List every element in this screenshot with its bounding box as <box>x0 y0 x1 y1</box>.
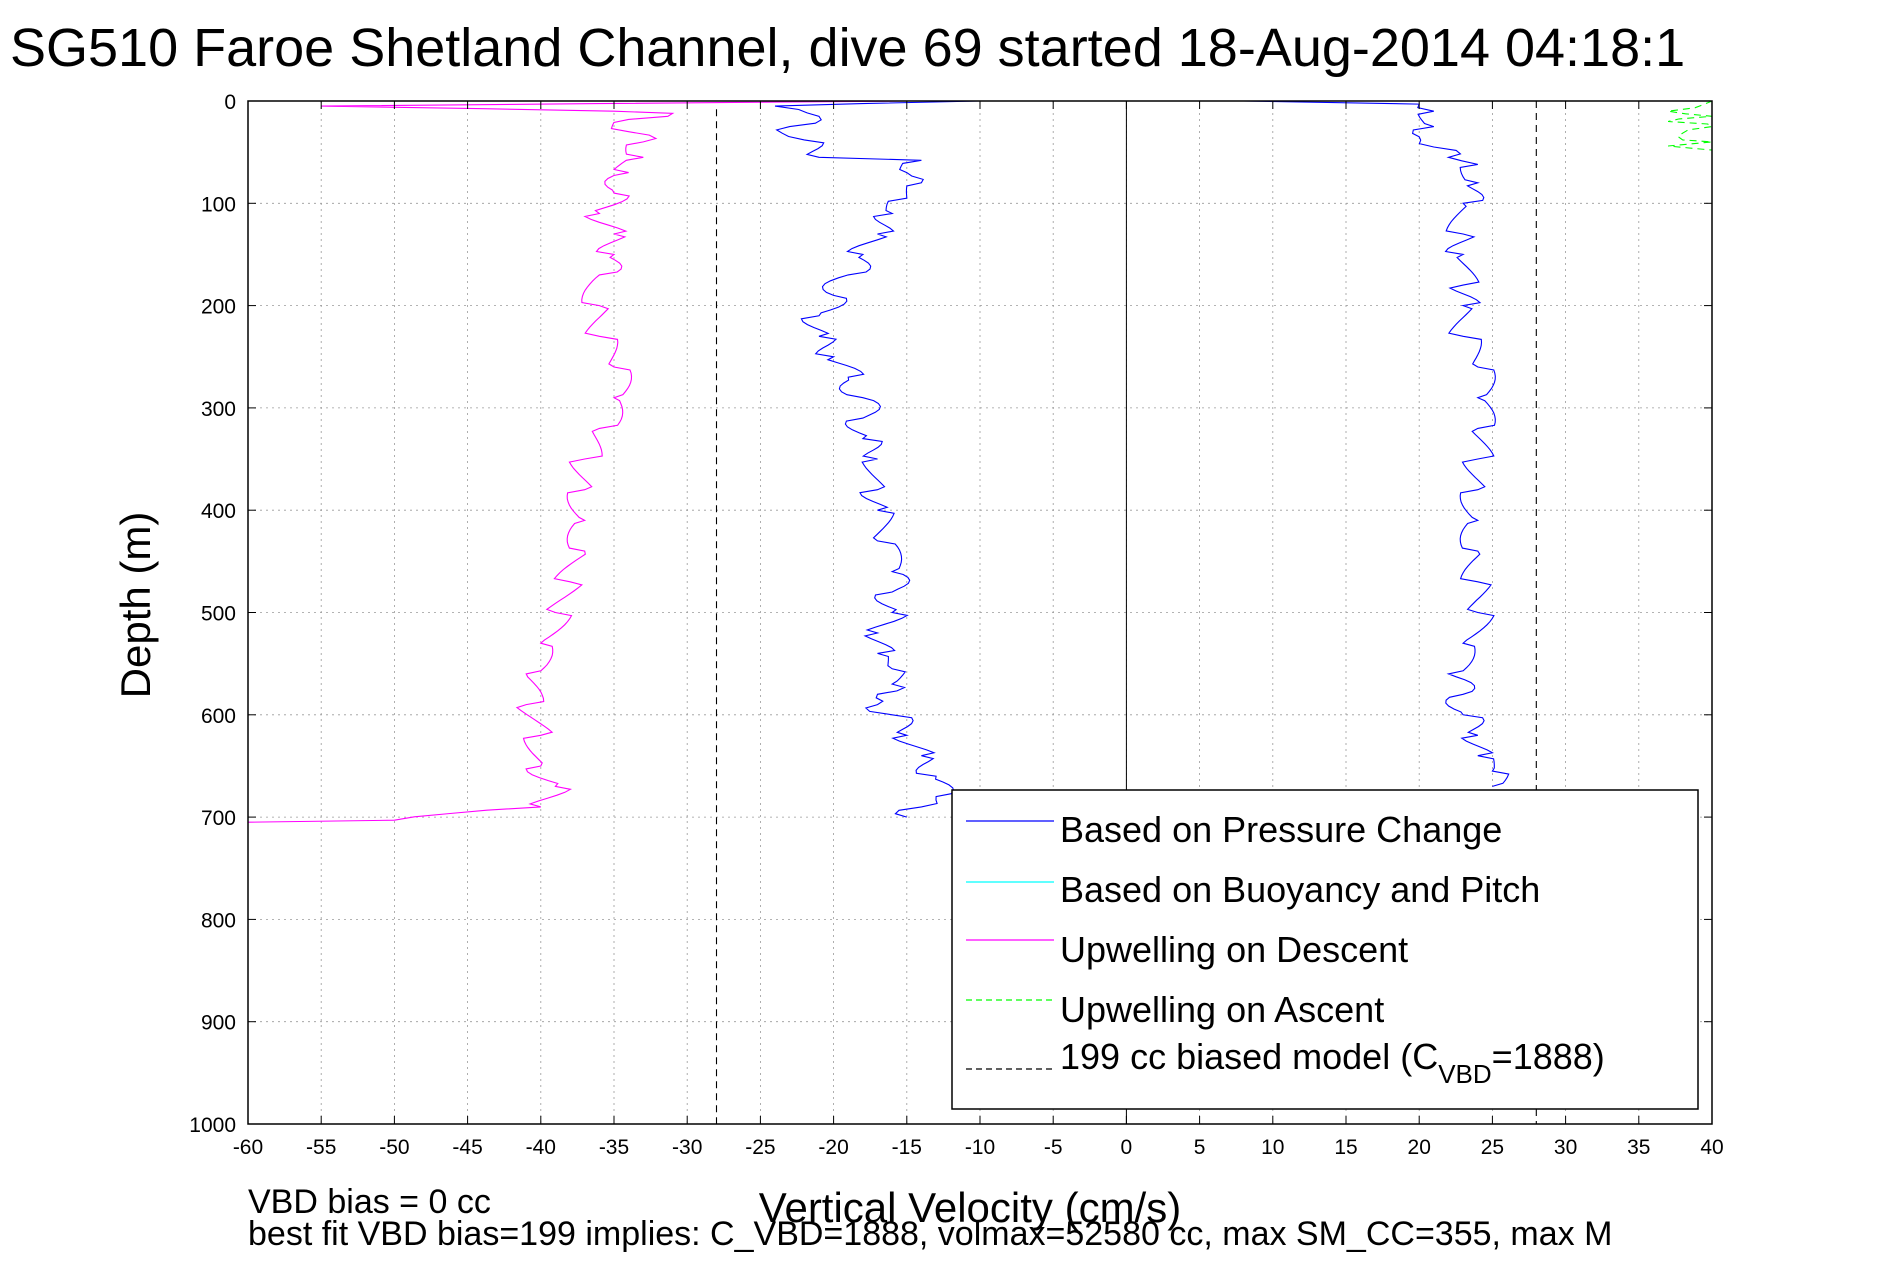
x-tick-label: -40 <box>526 1136 556 1159</box>
x-tick-label: -5 <box>1044 1136 1063 1159</box>
x-tick-label: 0 <box>1121 1136 1133 1159</box>
y-tick-label: 0 <box>224 91 236 114</box>
chart-title: SG510 Faroe Shetland Channel, dive 69 st… <box>10 18 1685 78</box>
legend-label-buoyancy: Based on Buoyancy and Pitch <box>1060 869 1540 910</box>
y-tick-label: 400 <box>201 500 236 523</box>
series-line-pressure_ascent <box>1126 101 1510 787</box>
y-tick-label: 700 <box>201 807 236 830</box>
legend-label-model-main: 199 cc biased model (C <box>1060 1036 1438 1077</box>
x-tick-label: -15 <box>892 1136 922 1159</box>
x-tick-label: -20 <box>818 1136 848 1159</box>
x-tick-label: -60 <box>233 1136 263 1159</box>
y-axis-label: Depth (m) <box>112 512 159 699</box>
x-tick-label: 25 <box>1481 1136 1504 1159</box>
x-tick-label: 10 <box>1261 1136 1284 1159</box>
y-tick-label: 200 <box>201 296 236 319</box>
x-axis-ticks: -60 -55 -50 -45 -40 -35 -30 -25 -20 -15 -10 -5 0 5 10 1… <box>233 101 1724 1159</box>
legend-item-pressure: Based on Pressure Change <box>966 809 1502 850</box>
legend-label-model-sub: VBD <box>1438 1059 1491 1089</box>
legend-label-upwelling-ascent: Upwelling on Ascent <box>1060 989 1384 1030</box>
series-line-pressure_descent <box>774 101 981 818</box>
legend-item-upwelling-descent: Upwelling on Descent <box>966 929 1408 970</box>
y-axis-ticks: 0 100 200 300 400 500 600 700 800 900 1000 <box>189 91 1712 1137</box>
series-line-upwelling_descent <box>248 101 907 823</box>
legend-label-upwelling-descent: Upwelling on Descent <box>1060 929 1408 970</box>
y-tick-label: 900 <box>201 1012 236 1035</box>
y-tick-label: 300 <box>201 398 236 421</box>
x-tick-label: 40 <box>1700 1136 1723 1159</box>
x-tick-label: -30 <box>672 1136 702 1159</box>
legend-item-buoyancy: Based on Buoyancy and Pitch <box>966 869 1540 910</box>
series-line-upwelling_ascent <box>1243 101 1712 151</box>
x-tick-label: 15 <box>1334 1136 1357 1159</box>
legend-label-model: 199 cc biased model (CVBD=1888) <box>1060 1036 1605 1089</box>
legend-label-pressure: Based on Pressure Change <box>1060 809 1502 850</box>
x-tick-label: -25 <box>745 1136 775 1159</box>
x-tick-label: -50 <box>379 1136 409 1159</box>
legend-box <box>951 789 1699 1110</box>
x-tick-label: 20 <box>1408 1136 1431 1159</box>
y-tick-label: 500 <box>201 603 236 626</box>
x-tick-label: -10 <box>965 1136 995 1159</box>
vbd-bias-note: VBD bias = 0 cc <box>248 1183 491 1221</box>
x-tick-label: -35 <box>599 1136 629 1159</box>
x-tick-label: -45 <box>452 1136 482 1159</box>
legend: Based on Pressure Change Based on Buoyan… <box>951 789 1699 1110</box>
x-tick-label: 5 <box>1194 1136 1206 1159</box>
legend-item-model: 199 cc biased model (CVBD=1888) <box>966 1036 1605 1089</box>
best-fit-note: best fit VBD bias=199 implies: C_VBD=188… <box>248 1215 1612 1253</box>
x-tick-label: 35 <box>1627 1136 1650 1159</box>
legend-label-model-suffix: =1888) <box>1492 1036 1605 1077</box>
y-tick-label: 600 <box>201 705 236 728</box>
x-tick-label: -55 <box>306 1136 336 1159</box>
y-tick-label: 100 <box>201 193 236 216</box>
y-tick-label: 1000 <box>189 1114 236 1137</box>
x-tick-label: 30 <box>1554 1136 1577 1159</box>
y-tick-label: 800 <box>201 909 236 932</box>
x-axis-label: Vertical Velocity (cm/s) <box>759 1184 1181 1231</box>
legend-item-upwelling-ascent: Upwelling on Ascent <box>966 989 1384 1030</box>
